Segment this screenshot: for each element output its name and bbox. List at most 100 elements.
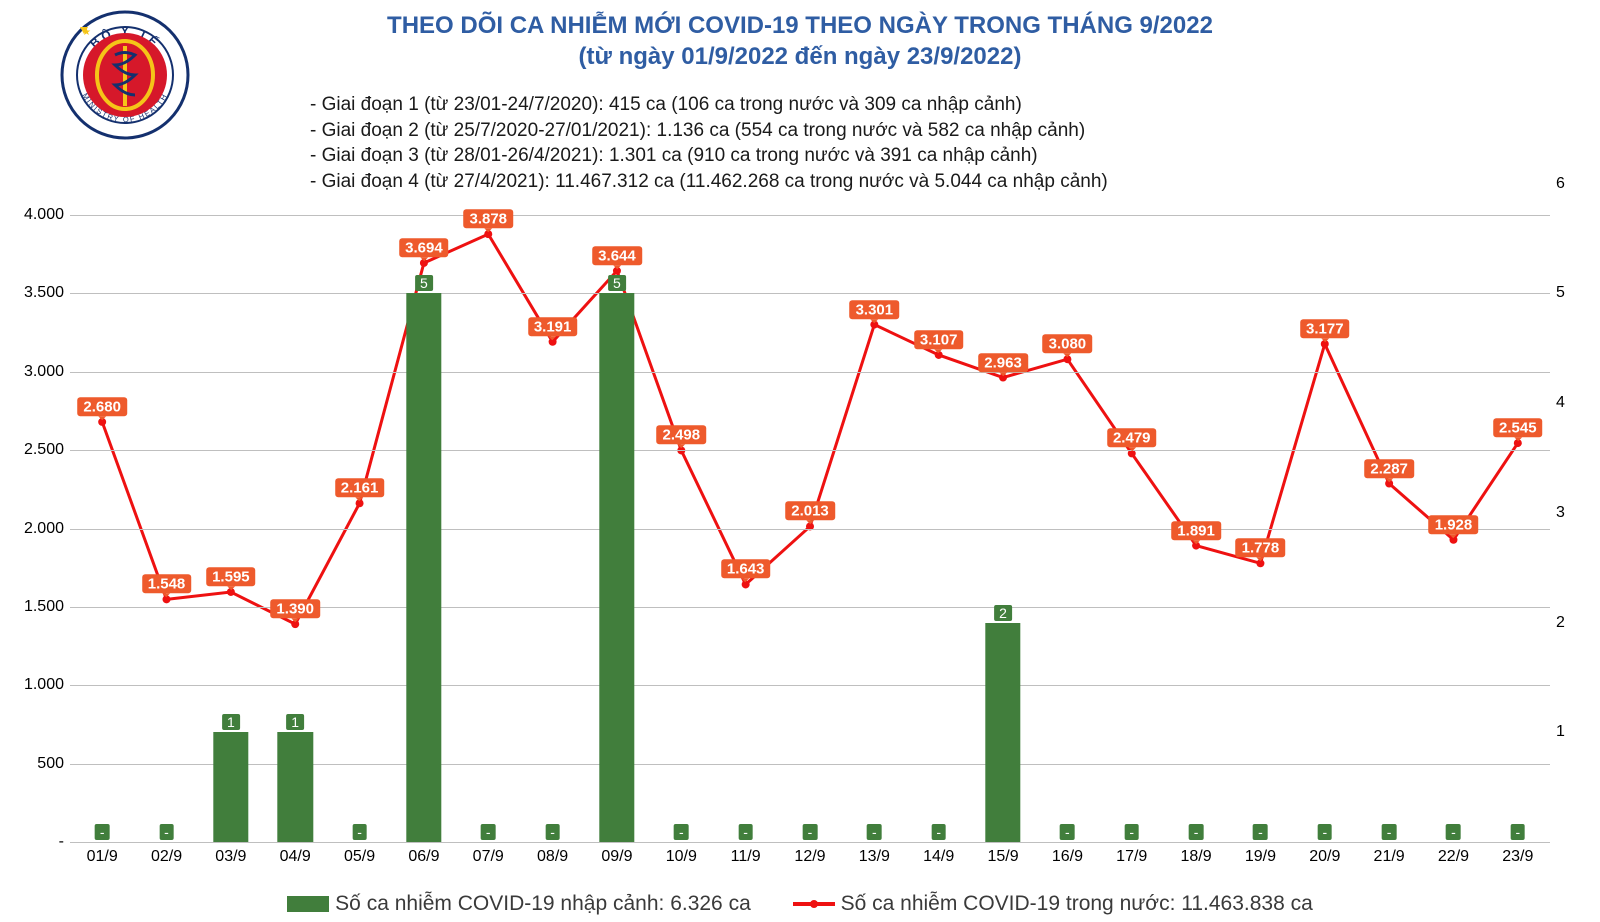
line-value-label: 2.479 bbox=[1107, 429, 1157, 448]
line-value-label: 2.161 bbox=[335, 479, 385, 498]
bar-value-label: - bbox=[159, 824, 174, 840]
line-value-label: 1.928 bbox=[1429, 515, 1479, 534]
bar-value-label: 1 bbox=[286, 714, 304, 730]
x-tick-label: 09/9 bbox=[601, 848, 632, 866]
x-tick-label: 18/9 bbox=[1181, 848, 1212, 866]
note-line: - Giai đoạn 2 (từ 25/7/2020-27/01/2021):… bbox=[310, 118, 1108, 144]
gridline bbox=[70, 293, 1550, 294]
bar-value-label: - bbox=[931, 824, 946, 840]
bar-value-label: - bbox=[545, 824, 560, 840]
line-value-label: 2.287 bbox=[1364, 459, 1414, 478]
line-value-label: 1.891 bbox=[1171, 521, 1221, 540]
bar bbox=[213, 732, 248, 842]
note-line: - Giai đoạn 1 (từ 23/01-24/7/2020): 415 … bbox=[310, 92, 1108, 118]
line-value-label: 1.778 bbox=[1236, 539, 1286, 558]
y-left-tick: 3.500 bbox=[24, 284, 64, 302]
chart-legend: Số ca nhiễm COVID-19 nhập cảnh: 6.326 ca… bbox=[0, 892, 1600, 916]
gridline bbox=[70, 450, 1550, 451]
note-line: - Giai đoạn 4 (từ 27/4/2021): 11.467.312… bbox=[310, 169, 1108, 195]
x-tick-label: 01/9 bbox=[87, 848, 118, 866]
y-left-tick: 3.000 bbox=[24, 363, 64, 381]
x-tick-label: 02/9 bbox=[151, 848, 182, 866]
line-value-label: 2.013 bbox=[785, 502, 835, 521]
x-tick-label: 04/9 bbox=[280, 848, 311, 866]
x-tick-label: 12/9 bbox=[794, 848, 825, 866]
bar-value-label: - bbox=[352, 824, 367, 840]
line-value-label: 3.191 bbox=[528, 317, 578, 336]
line-value-label: 2.545 bbox=[1493, 418, 1543, 437]
line-value-label: 2.498 bbox=[657, 426, 707, 445]
line-value-label: 3.878 bbox=[463, 209, 513, 228]
x-tick-label: 16/9 bbox=[1052, 848, 1083, 866]
chart-header: THEO DÕI CA NHIỄM MỚI COVID-19 THEO NGÀY… bbox=[0, 10, 1600, 72]
bar bbox=[985, 623, 1020, 842]
x-tick-label: 08/9 bbox=[537, 848, 568, 866]
y-right-tick: 1 bbox=[1556, 723, 1565, 741]
y-left-tick: 4.000 bbox=[24, 206, 64, 224]
legend-line-text: Số ca nhiễm COVID-19 trong nước: 11.463.… bbox=[841, 892, 1313, 915]
legend-bar-text: Số ca nhiễm COVID-19 nhập cảnh: 6.326 ca bbox=[335, 892, 751, 915]
line-value-label: 2.963 bbox=[978, 353, 1028, 372]
bar-value-label: 5 bbox=[608, 275, 626, 291]
line-value-label: 1.390 bbox=[270, 599, 320, 618]
legend-line-swatch bbox=[793, 902, 835, 906]
y-right-tick: 6 bbox=[1556, 175, 1565, 193]
gridline bbox=[70, 215, 1550, 216]
bar-value-label: - bbox=[1060, 824, 1075, 840]
x-tick-label: 20/9 bbox=[1309, 848, 1340, 866]
x-tick-label: 23/9 bbox=[1502, 848, 1533, 866]
bar-value-label: - bbox=[1446, 824, 1461, 840]
line-value-label: 1.595 bbox=[206, 567, 256, 586]
x-tick-label: 14/9 bbox=[923, 848, 954, 866]
bar-value-label: - bbox=[738, 824, 753, 840]
x-tick-label: 17/9 bbox=[1116, 848, 1147, 866]
x-tick-label: 22/9 bbox=[1438, 848, 1469, 866]
line-value-label: 3.644 bbox=[592, 246, 642, 265]
phase-notes: - Giai đoạn 1 (từ 23/01-24/7/2020): 415 … bbox=[310, 92, 1108, 195]
x-tick-label: 10/9 bbox=[666, 848, 697, 866]
y-left-tick: - bbox=[59, 833, 64, 851]
bar-value-label: 2 bbox=[994, 605, 1012, 621]
y-left-tick: 2.500 bbox=[24, 441, 64, 459]
bar-value-label: - bbox=[95, 824, 110, 840]
y-left-tick: 500 bbox=[37, 755, 64, 773]
x-tick-label: 11/9 bbox=[731, 848, 761, 866]
bar-value-label: 1 bbox=[222, 714, 240, 730]
gridline bbox=[70, 842, 1550, 843]
x-tick-label: 21/9 bbox=[1374, 848, 1405, 866]
line-value-label: 3.177 bbox=[1300, 319, 1350, 338]
x-tick-label: 06/9 bbox=[408, 848, 439, 866]
bar bbox=[599, 293, 634, 842]
legend-bar-swatch bbox=[287, 896, 329, 912]
legend-bar-item: Số ca nhiễm COVID-19 nhập cảnh: 6.326 ca bbox=[287, 892, 751, 916]
bar-value-label: - bbox=[1124, 824, 1139, 840]
y-right-tick: 2 bbox=[1556, 614, 1565, 632]
line-value-label: 3.080 bbox=[1043, 335, 1093, 354]
bar bbox=[278, 732, 313, 842]
chart-area: -5001.0001.5002.0002.5003.0003.5004.0001… bbox=[70, 215, 1550, 842]
bar-value-label: - bbox=[1510, 824, 1525, 840]
bar-value-label: - bbox=[481, 824, 496, 840]
x-tick-label: 07/9 bbox=[473, 848, 504, 866]
line-value-label: 3.301 bbox=[850, 300, 900, 319]
y-right-tick: 5 bbox=[1556, 284, 1565, 302]
chart-title-2: (từ ngày 01/9/2022 đến ngày 23/9/2022) bbox=[0, 41, 1600, 72]
x-tick-label: 15/9 bbox=[987, 848, 1018, 866]
note-line: - Giai đoạn 3 (từ 28/01-26/4/2021): 1.30… bbox=[310, 143, 1108, 169]
x-tick-label: 03/9 bbox=[215, 848, 246, 866]
bar-value-label: - bbox=[1253, 824, 1268, 840]
bar-value-label: 5 bbox=[415, 275, 433, 291]
gridline bbox=[70, 372, 1550, 373]
gridline bbox=[70, 685, 1550, 686]
line-value-label: 1.548 bbox=[142, 575, 192, 594]
bar-value-label: - bbox=[1189, 824, 1204, 840]
y-right-tick: 4 bbox=[1556, 394, 1565, 412]
bar-value-label: - bbox=[1382, 824, 1397, 840]
x-tick-label: 13/9 bbox=[859, 848, 890, 866]
bar-value-label: - bbox=[1317, 824, 1332, 840]
x-tick-label: 05/9 bbox=[344, 848, 375, 866]
line-value-label: 2.680 bbox=[77, 397, 127, 416]
y-right-tick: 3 bbox=[1556, 504, 1565, 522]
y-left-tick: 2.000 bbox=[24, 520, 64, 538]
bar bbox=[406, 293, 441, 842]
